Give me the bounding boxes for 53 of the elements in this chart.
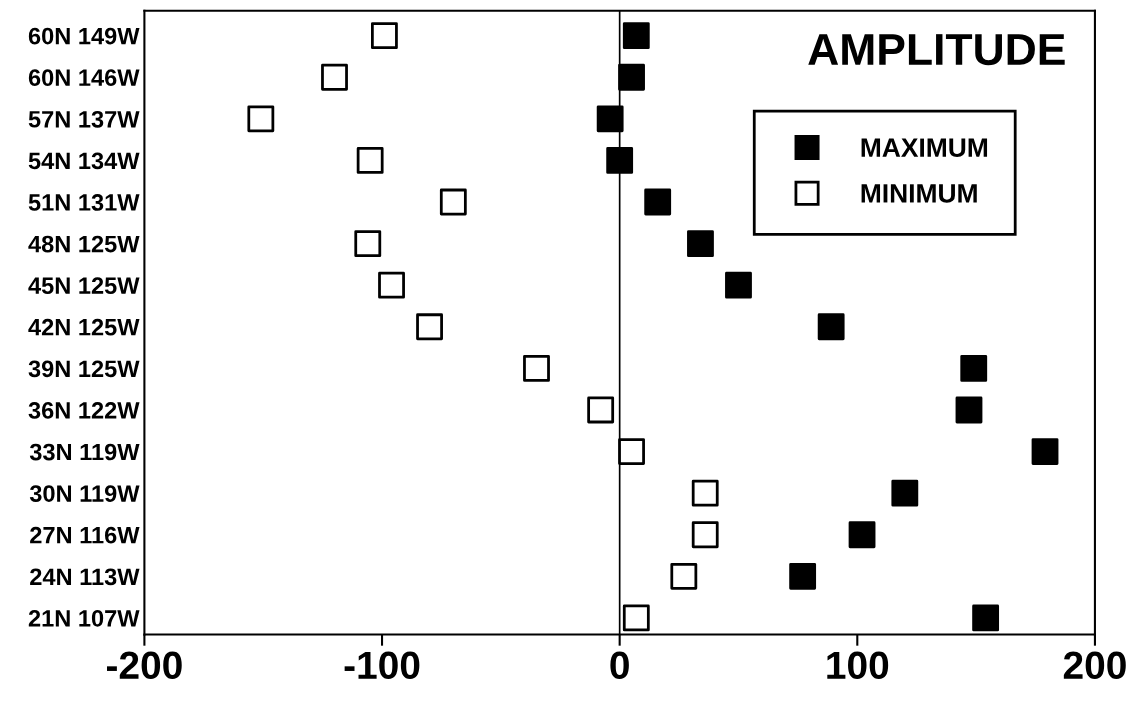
y-tick-label: 60N 149W bbox=[28, 27, 140, 45]
point bbox=[416, 313, 443, 341]
point bbox=[644, 188, 672, 216]
x-tick-label: -100 bbox=[344, 651, 420, 680]
point bbox=[789, 562, 817, 590]
point bbox=[356, 147, 384, 174]
y-tick-label: 39N 125W bbox=[28, 360, 140, 378]
point bbox=[247, 105, 275, 133]
point bbox=[618, 438, 645, 465]
x-tick-label: 100 bbox=[827, 651, 889, 680]
point bbox=[1031, 438, 1059, 465]
legend-label: MAXIMUM bbox=[861, 138, 988, 157]
point bbox=[622, 604, 650, 632]
point bbox=[960, 354, 988, 382]
y-tick-label: 57N 137W bbox=[28, 110, 140, 128]
y-tick-label: 60N 146W bbox=[28, 69, 140, 87]
point bbox=[955, 396, 983, 424]
y-tick-label: 51N 131W bbox=[28, 194, 140, 211]
chart-title: AMPLITUDE bbox=[808, 34, 1065, 66]
x-tick-label: -200 bbox=[107, 651, 182, 680]
point bbox=[691, 521, 719, 549]
y-tick-label: 21N 107W bbox=[28, 610, 140, 627]
y-tick-label: 33N 119W bbox=[29, 443, 140, 461]
point bbox=[587, 396, 615, 424]
y-tick-label: 54N 134W bbox=[28, 152, 140, 170]
point bbox=[725, 271, 752, 299]
point bbox=[378, 271, 405, 299]
point bbox=[817, 313, 845, 341]
y-tick-label: 42N 125W bbox=[28, 318, 140, 336]
point bbox=[439, 188, 467, 216]
y-tick-label: 45N 125W bbox=[28, 277, 140, 294]
point bbox=[321, 63, 348, 91]
y-tick-label: 27N 116W bbox=[30, 526, 140, 544]
point bbox=[523, 354, 550, 382]
point bbox=[354, 230, 382, 258]
x-tick-label: 0 bbox=[610, 651, 629, 680]
point bbox=[596, 105, 624, 133]
point bbox=[972, 604, 1000, 632]
legend-label: MINIMUM bbox=[861, 184, 977, 203]
y-tick-label: 48N 125W bbox=[28, 235, 140, 253]
point bbox=[606, 147, 634, 174]
y-tick-label: 24N 113W bbox=[30, 568, 140, 586]
y-tick-label: 36N 122W bbox=[28, 402, 140, 419]
y-tick-label: 30N 119W bbox=[29, 485, 140, 502]
point bbox=[370, 22, 398, 50]
point bbox=[848, 521, 876, 549]
point bbox=[670, 562, 698, 590]
point bbox=[622, 22, 650, 50]
point bbox=[618, 63, 645, 91]
point bbox=[891, 479, 919, 507]
x-tick-label: 200 bbox=[1063, 651, 1126, 680]
point bbox=[687, 230, 714, 258]
point bbox=[691, 479, 719, 507]
